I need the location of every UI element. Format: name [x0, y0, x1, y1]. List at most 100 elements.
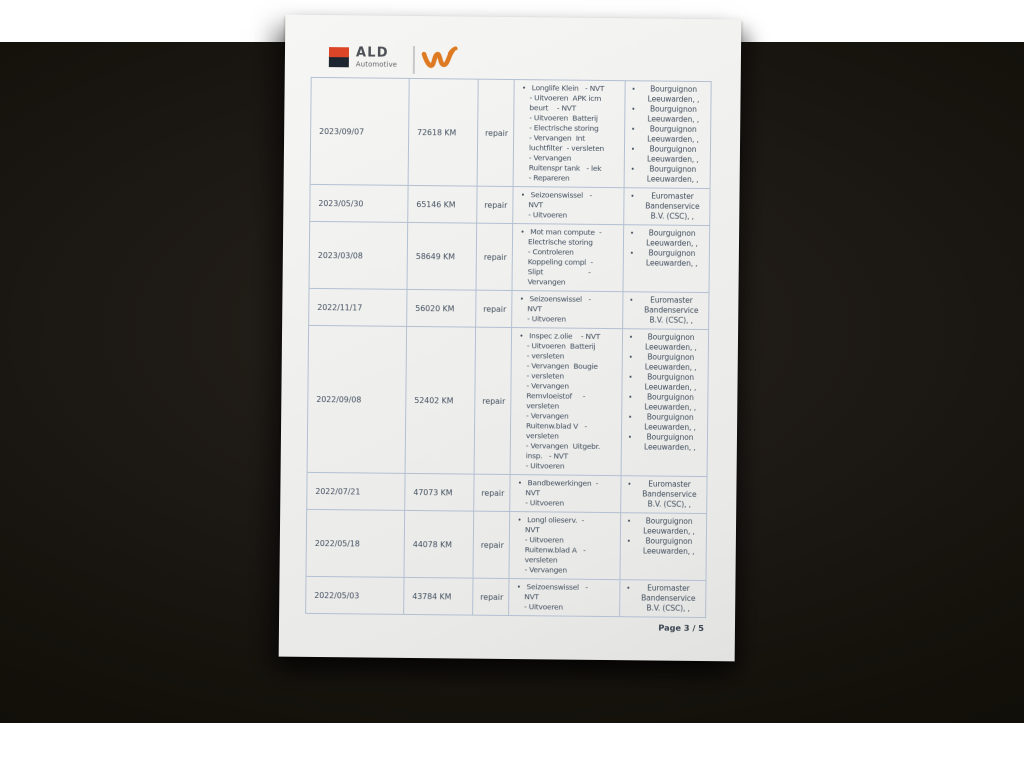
- bullet-icon: •: [517, 479, 523, 488]
- page-footer: Page 3 / 5: [305, 619, 705, 633]
- provider-name: Euromaster Bandenservice B.V. (CSC), ,: [644, 295, 699, 325]
- provider-item: • Bourguignon Leeuwarden, ,: [628, 104, 708, 125]
- page-number: 3 / 5: [683, 622, 705, 634]
- date-cell: 2022/11/17: [308, 288, 408, 327]
- date-cell: 2023/05/30: [309, 184, 409, 223]
- description-cell: • Bandbewerkingen - NVT - Uitvoeren: [509, 474, 622, 513]
- type-cell: repair: [473, 474, 511, 512]
- provider-item: • Bourguignon Leeuwarden, ,: [624, 536, 704, 557]
- description-cell: • Longlife Klein - NVT - Uitvoeren APK i…: [513, 79, 626, 188]
- bullet-icon: •: [628, 333, 634, 342]
- providers-list: • Bourguignon Leeuwarden, , • Bourguignon L…: [627, 228, 707, 269]
- provider-name: Bourguignon Leeuwarden, ,: [646, 144, 699, 164]
- provider-name: Bourguignon Leeuwarden, ,: [646, 228, 698, 248]
- description-cell: • Inspec z.olie - NVT - Uitvoeren Batter…: [510, 327, 623, 476]
- provider-item: • Bourguignon Leeuwarden, ,: [628, 144, 708, 165]
- table-row: 2023/05/30 65146 KM repair • Seizoenswis…: [309, 184, 711, 226]
- description-text: Longl olieserv. - NVT - Uitvoeren Ruiten…: [524, 515, 586, 575]
- description-cell: • Seizoenswissel - NVT - Uitvoeren: [508, 578, 620, 617]
- provider-name: Bourguignon Leeuwarden, ,: [644, 392, 697, 412]
- ald-logo-square-icon: [328, 47, 350, 68]
- type-cell: repair: [476, 186, 514, 224]
- providers-list: • Euromaster Bandenservice B.V. (CSC), ,: [627, 191, 707, 222]
- providers-list: • Bourguignon Leeuwarden, , • Bourguignon L…: [628, 84, 709, 185]
- description-text: Seizoenswissel - NVT - Uitvoeren: [528, 190, 592, 220]
- logo-row: ALD Automotive: [328, 45, 459, 74]
- provider-item: • Euromaster Bandenservice B.V. (CSC), ,: [627, 191, 707, 222]
- bullet-icon: •: [629, 249, 634, 258]
- bullet-icon: •: [630, 165, 635, 174]
- provider-item: • Euromaster Bandenservice B.V. (CSC), ,: [626, 295, 706, 326]
- provider-cell: • Euromaster Bandenservice B.V. (CSC), ,: [619, 579, 706, 618]
- bullet-icon: •: [630, 192, 635, 201]
- provider-name: Bourguignon Leeuwarden, ,: [646, 164, 699, 184]
- type-cell: repair: [475, 223, 513, 291]
- provider-item: • Bourguignon Leeuwarden, ,: [625, 432, 705, 453]
- logo-divider: [413, 45, 415, 74]
- bullet-icon: •: [628, 413, 633, 422]
- description-text: Longlife Klein - NVT - Uitvoeren APK icm…: [528, 83, 605, 183]
- km-cell: 52402 KM: [405, 326, 476, 475]
- type-cell: repair: [472, 578, 509, 616]
- providers-list: • Bourguignon Leeuwarden, , • Bourguignon L…: [625, 332, 706, 453]
- provider-name: Euromaster Bandenservice B.V. (CSC), ,: [645, 191, 700, 221]
- provider-item: • Bourguignon Leeuwarden, ,: [628, 124, 708, 145]
- provider-item: • Bourguignon Leeuwarden, ,: [625, 412, 705, 433]
- provider-name: Euromaster Bandenservice B.V. (CSC), ,: [641, 583, 696, 613]
- bullet-icon: •: [519, 295, 525, 304]
- km-cell: 58649 KM: [407, 222, 477, 291]
- description-text: Inspec z.olie - NVT - Uitvoeren Batterij…: [525, 331, 601, 471]
- type-cell: repair: [472, 511, 510, 579]
- provider-item: • Bourguignon Leeuwarden, ,: [627, 248, 707, 269]
- provider-item: • Bourguignon Leeuwarden, ,: [624, 516, 704, 537]
- provider-name: Bourguignon Leeuwarden, ,: [643, 432, 696, 452]
- provider-item: • Bourguignon Leeuwarden, ,: [625, 372, 705, 393]
- description-text: Bandbewerkingen - NVT - Uitvoeren: [525, 478, 599, 508]
- type-cell: repair: [474, 327, 512, 475]
- document-page: ALD Automotive 2023/09/07 72618 KM repai…: [278, 14, 742, 662]
- description-text: Seizoenswissel - NVT - Uitvoeren: [524, 582, 588, 612]
- brand-text: ALD Automotive: [356, 45, 398, 68]
- provider-item: • Euromaster Bandenservice B.V. (CSC), ,: [623, 583, 703, 614]
- table-row: 2022/05/03 43784 KM repair • Seizoenswis…: [305, 576, 706, 618]
- provider-name: Bourguignon Leeuwarden, ,: [644, 352, 697, 372]
- provider-name: Bourguignon Leeuwarden, ,: [645, 248, 698, 268]
- description-cell: • Seizoenswissel - NVT - Uitvoeren: [511, 290, 623, 329]
- table-row: 2022/11/17 56020 KM repair • Seizoenswis…: [308, 288, 709, 330]
- providers-list: • Euromaster Bandenservice B.V. (CSC), ,: [624, 479, 704, 510]
- bullet-icon: •: [516, 583, 521, 592]
- date-cell: 2023/09/07: [310, 77, 410, 186]
- provider-name: Bourguignon Leeuwarden, ,: [645, 332, 697, 352]
- km-cell: 44078 KM: [403, 510, 474, 579]
- bullet-icon: •: [628, 353, 633, 362]
- bullet-icon: •: [631, 125, 636, 134]
- table-row: 2023/09/07 72618 KM repair • Longlife Kl…: [310, 77, 712, 189]
- bullet-icon: •: [626, 537, 631, 546]
- provider-name: Euromaster Bandenservice B.V. (CSC), ,: [642, 479, 697, 509]
- provider-cell: • Bourguignon Leeuwarden, , • Bourguignon L…: [622, 224, 710, 293]
- bullet-icon: •: [631, 85, 636, 94]
- provider-name: Bourguignon Leeuwarden, ,: [647, 84, 700, 104]
- date-cell: 2022/05/18: [305, 509, 405, 578]
- provider-name: Bourguignon Leeuwarden, ,: [647, 104, 700, 124]
- table-row: 2023/03/08 58649 KM repair • Mot man com…: [309, 221, 710, 293]
- provider-item: • Bourguignon Leeuwarden, ,: [628, 164, 708, 185]
- table-row: 2022/07/21 47073 KM repair • Bandbewerki…: [306, 472, 708, 514]
- provider-item: • Bourguignon Leeuwarden, ,: [626, 352, 706, 373]
- providers-list: • Euromaster Bandenservice B.V. (CSC), ,: [623, 583, 703, 614]
- table-row: 2022/09/08 52402 KM repair • Inspec z.ol…: [307, 325, 709, 477]
- bullet-icon: •: [627, 433, 633, 442]
- provider-item: • Bourguignon Leeuwarden, ,: [628, 84, 708, 105]
- provider-cell: • Euromaster Bandenservice B.V. (CSC), ,: [622, 291, 709, 330]
- provider-cell: • Euromaster Bandenservice B.V. (CSC), ,: [620, 475, 708, 514]
- provider-name: Bourguignon Leeuwarden, ,: [642, 536, 695, 556]
- km-cell: 43784 KM: [403, 577, 473, 616]
- km-cell: 72618 KM: [408, 78, 479, 187]
- description-text: Seizoenswissel - NVT - Uitvoeren: [527, 294, 591, 324]
- bullet-icon: •: [627, 480, 632, 489]
- provider-item: • Bourguignon Leeuwarden, ,: [627, 228, 707, 249]
- provider-cell: • Bourguignon Leeuwarden, , • Bourguignon L…: [624, 80, 712, 189]
- date-cell: 2022/07/21: [306, 472, 406, 511]
- provider-name: Bourguignon Leeuwarden, ,: [647, 124, 699, 144]
- providers-list: • Euromaster Bandenservice B.V. (CSC), ,: [626, 295, 706, 326]
